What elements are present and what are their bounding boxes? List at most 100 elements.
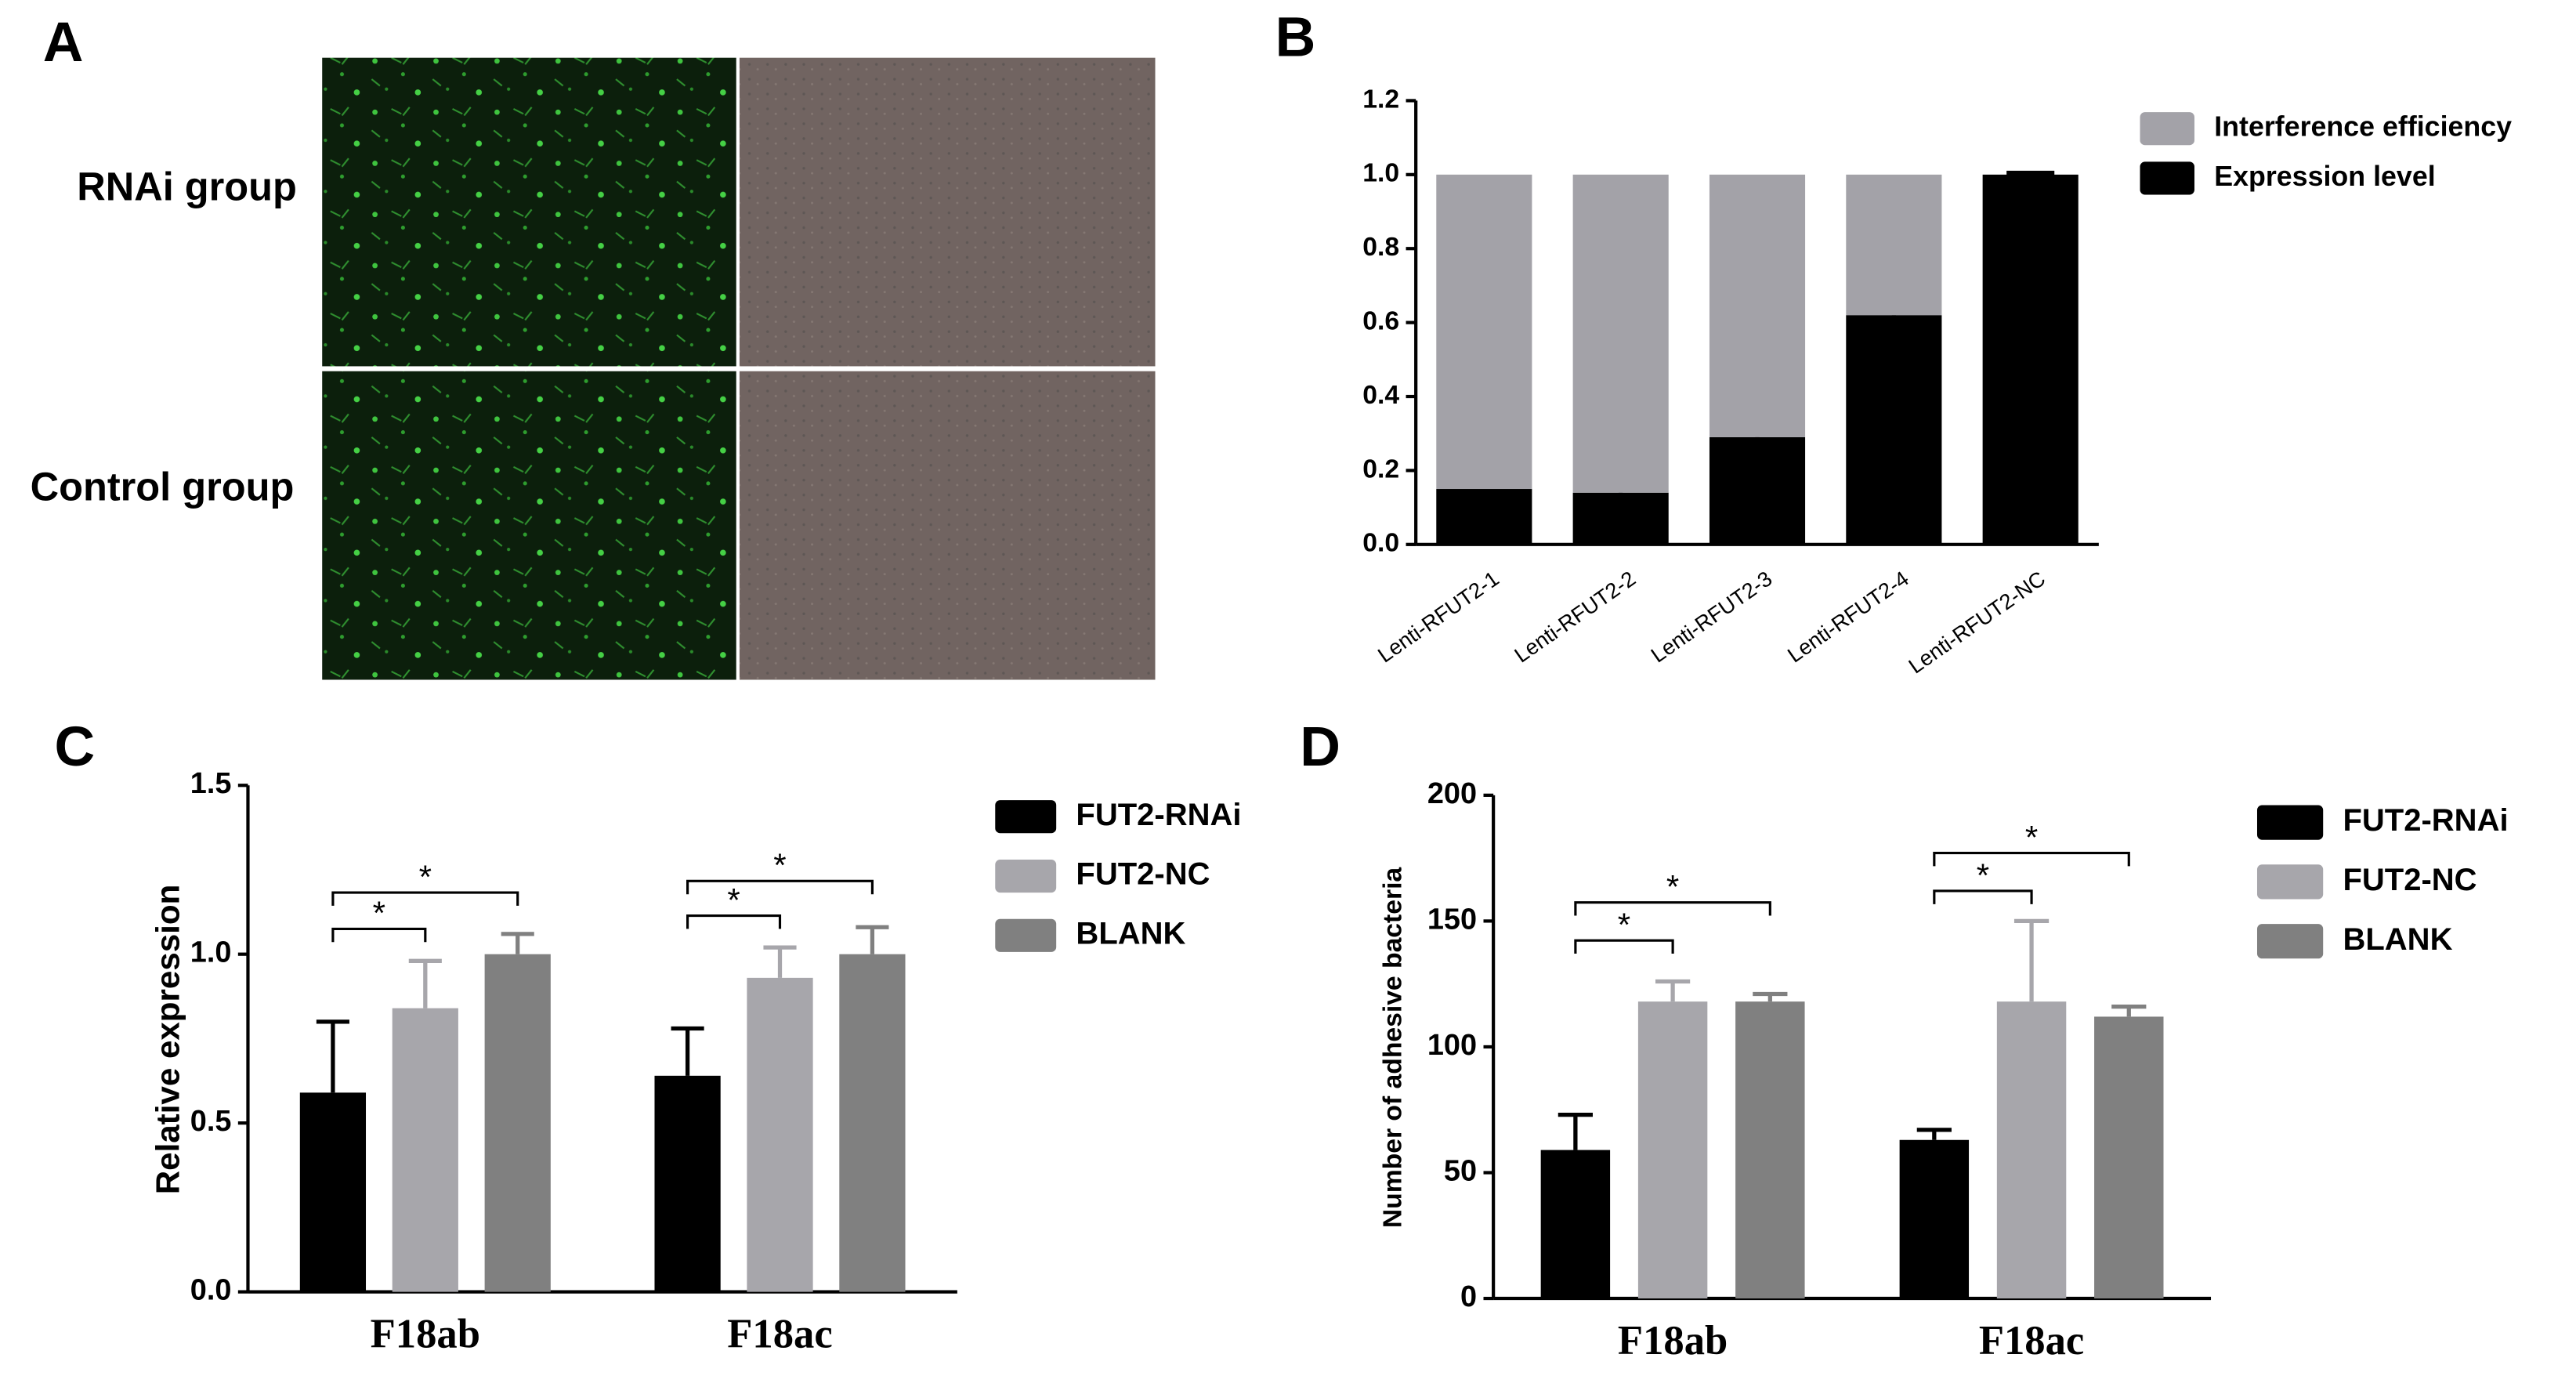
x-tick-label: F18ac: [1979, 1318, 2084, 1363]
legend-label: FUT2-RNAi: [1076, 798, 1241, 832]
error-bar: [763, 945, 797, 978]
bar: [654, 1075, 721, 1292]
significance-label: *: [727, 882, 740, 918]
fluorescence-image: [322, 371, 736, 680]
legend-swatch: [2256, 924, 2324, 959]
micrographs: [322, 57, 1156, 680]
error-bar: [856, 925, 889, 954]
bar: [747, 977, 813, 1292]
bar: [1540, 1150, 1611, 1299]
y-tick-label: 1.0: [1362, 159, 1399, 188]
legend-label: Expression level: [2214, 161, 2435, 192]
panel-label: C: [55, 715, 96, 778]
legend-label: FUT2-NC: [1076, 857, 1210, 892]
error-bar: [1655, 979, 1691, 1002]
y-tick-label: 0.8: [1362, 233, 1399, 262]
bar-segment: [1846, 174, 1942, 316]
bar: [484, 954, 551, 1292]
y-tick-label: 150: [1427, 903, 1477, 936]
y-tick-label: 100: [1427, 1029, 1477, 1062]
error-bar: [408, 958, 442, 1008]
y-tick-label: 0: [1460, 1280, 1477, 1313]
y-tick-label: 0.2: [1362, 454, 1399, 483]
y-tick-label: 0.0: [190, 1274, 232, 1307]
significance-label: *: [773, 847, 786, 884]
y-axis-label: Number of adhesive bacteria: [1379, 867, 1408, 1229]
legend-swatch: [2256, 864, 2324, 900]
legend-swatch: [995, 918, 1057, 952]
bar: [839, 954, 906, 1292]
row-label: Control group: [31, 465, 295, 509]
x-tick-label: Lenti-RFUT2-1: [1373, 566, 1503, 667]
x-tick-label: Lenti-RFUT2-4: [1783, 566, 1913, 667]
significance-bracket: [1933, 889, 2033, 904]
error-bar: [501, 932, 534, 954]
legend-label: BLANK: [1076, 916, 1185, 951]
error-bar: [671, 1026, 704, 1076]
legend-label: FUT2-NC: [2343, 863, 2477, 897]
error-bar: [2111, 1004, 2147, 1017]
y-tick-label: 0.5: [190, 1105, 232, 1138]
panel-label: D: [1300, 715, 1340, 778]
error-bar: [2006, 170, 2055, 176]
fluorescence-image: [322, 57, 736, 367]
significance-label: *: [1977, 856, 1989, 893]
significance-label: *: [1666, 868, 1679, 905]
bar-segment: [1572, 492, 1669, 545]
significance-label: *: [2025, 819, 2038, 856]
significance-bracket: [331, 927, 427, 943]
bar-segment: [1709, 174, 1806, 437]
error-bar: [1558, 1113, 1593, 1150]
y-tick-label: 1.0: [190, 936, 232, 969]
x-tick-label: Lenti-RFUT2-NC: [1904, 566, 2050, 678]
significance-label: *: [373, 895, 385, 932]
brightfield-image: [739, 57, 1156, 367]
y-tick-label: 1.5: [190, 767, 232, 800]
significance-bracket: [686, 879, 874, 895]
x-tick-label: Lenti-RFUT2-3: [1646, 566, 1776, 667]
y-tick-label: 50: [1444, 1155, 1477, 1188]
bar: [1637, 1001, 1708, 1299]
bar-segment: [1572, 174, 1669, 493]
legend-swatch: [2140, 112, 2194, 146]
legend-label: BLANK: [2343, 922, 2452, 957]
legend-swatch: [2256, 805, 2324, 840]
error-bar: [1916, 1128, 1952, 1140]
error-bar: [316, 1019, 349, 1093]
error-bar: [1753, 991, 1788, 1002]
bar: [1996, 1001, 2067, 1299]
panel-label: B: [1275, 6, 1316, 69]
legend-label: Interference efficiency: [2214, 111, 2512, 143]
significance-bracket: [1574, 901, 1771, 916]
y-tick-label: 1.2: [1362, 85, 1399, 114]
y-tick-label: 0.4: [1362, 381, 1399, 410]
bar: [392, 1008, 458, 1292]
legend-swatch: [995, 800, 1057, 834]
bar: [1899, 1139, 1970, 1299]
bar-segment: [1982, 174, 2079, 545]
bar-segment: [1846, 315, 1942, 545]
bar: [2094, 1016, 2164, 1299]
x-tick-label: F18ac: [727, 1312, 832, 1357]
legend-swatch: [2140, 161, 2194, 195]
legend-swatch: [995, 859, 1057, 893]
y-tick-label: 200: [1427, 777, 1477, 810]
error-bar: [2013, 918, 2050, 1002]
brightfield-image: [739, 371, 1156, 680]
bar-segment: [1436, 489, 1532, 545]
significance-bracket: [686, 914, 782, 929]
y-axis-label: Relative expression: [150, 885, 186, 1195]
bar-segment: [1436, 174, 1532, 490]
significance-bracket: [331, 891, 519, 906]
legend-label: FUT2-RNAi: [2343, 803, 2508, 838]
significance-label: *: [1618, 906, 1630, 943]
bar: [1735, 1001, 1805, 1299]
significance-bracket: [1933, 851, 2130, 867]
panel-label: A: [43, 11, 84, 74]
x-tick-label: F18ab: [1618, 1318, 1728, 1363]
significance-label: *: [419, 858, 432, 895]
x-tick-label: F18ab: [371, 1312, 480, 1357]
y-tick-label: 0.6: [1362, 307, 1399, 336]
x-tick-label: Lenti-RFUT2-2: [1510, 566, 1640, 667]
